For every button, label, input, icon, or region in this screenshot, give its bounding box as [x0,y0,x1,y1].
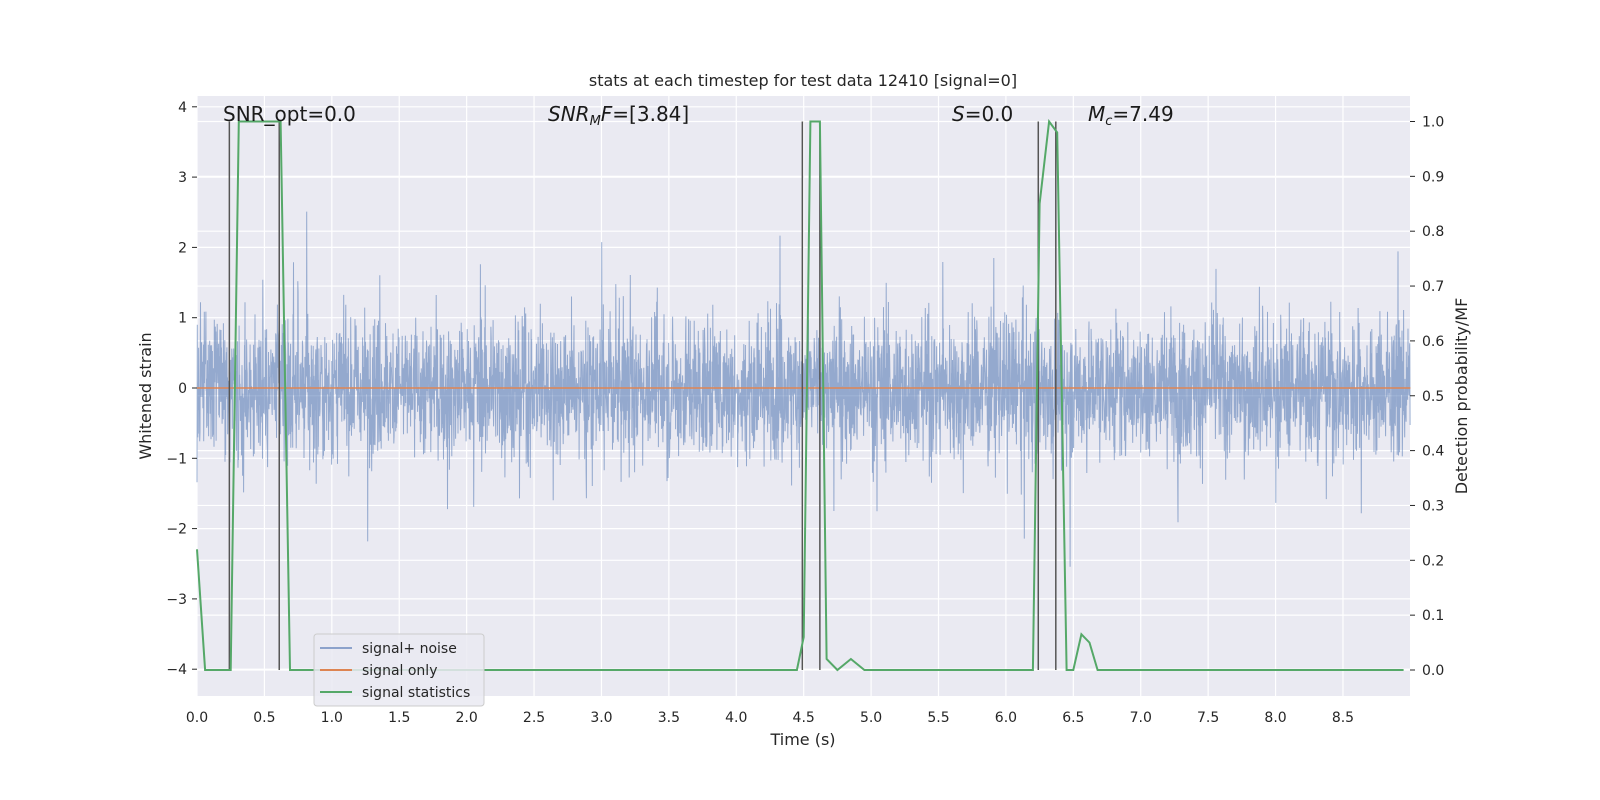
y-left-tick-label: 4 [178,100,187,116]
y-axis-label-right: Detection probability/MF [1452,298,1471,495]
y-left-tick-label: 2 [178,240,187,256]
x-tick-label: 2.5 [523,710,545,726]
y-left-tick-label: −1 [166,451,187,467]
legend-box [313,633,485,707]
annotation-group: SNR_opt=0.0 SNRMF=[3.84] S=0.0 Mc=7.49 [223,102,1174,129]
x-tick-label: 1.0 [321,710,343,726]
annotation-s: S=0.0 [952,102,1013,126]
x-tick-label: 4.0 [725,710,747,726]
x-tick-label: 3.0 [590,710,612,726]
y-left-axis-ticks: −4 −3 −2 −1 0 1 2 3 4 [166,100,197,678]
y-right-tick-label: 0.7 [1422,279,1444,295]
legend-label-noise: signal+ noise [362,641,457,657]
legend: signal+ noise signal only signal statist… [313,633,485,707]
annotation-snr-opt: SNR_opt=0.0 [223,102,356,126]
signal-noise-series [196,211,1411,567]
y-right-tick-label: 0.2 [1422,553,1444,569]
x-tick-label: 7.0 [1130,710,1152,726]
x-tick-label: 6.0 [995,710,1017,726]
legend-label-signal-only: signal only [362,663,437,679]
y-right-tick-label: 0.9 [1422,169,1444,185]
x-axis-label: Time (s) [769,730,835,749]
chart-title: stats at each timestep for test data 124… [589,71,1017,90]
x-tick-label: 5.0 [860,710,882,726]
y-right-axis-ticks: 0.0 0.1 0.2 0.3 0.4 0.5 0.6 0.7 0.8 0.9 1.0 [1410,115,1444,679]
y-left-tick-label: 1 [178,311,187,327]
x-tick-label: 4.5 [793,710,815,726]
x-tick-label: 0.0 [186,710,208,726]
x-tick-label: 8.5 [1332,710,1354,726]
x-tick-label: 3.5 [658,710,680,726]
y-right-tick-label: 0.1 [1422,608,1444,624]
x-tick-label: 7.5 [1197,710,1219,726]
y-left-tick-label: 3 [178,170,187,186]
signal-statistics-series [196,118,1404,672]
y-left-tick-label: −2 [166,522,187,538]
y-right-tick-label: 0.3 [1422,498,1444,514]
y-right-tick-label: 0.4 [1422,444,1444,460]
noise-line [196,211,1411,567]
annotation-mc: Mc=7.49 [1088,102,1174,129]
y-right-tick-label: 1.0 [1422,115,1444,131]
y-left-tick-label: −4 [166,662,187,678]
y-left-tick-label: 0 [178,381,187,397]
legend-label-statistics: signal statistics [362,685,470,701]
x-tick-label: 8.0 [1264,710,1286,726]
x-tick-label: 1.5 [388,710,410,726]
y-right-tick-label: 0.8 [1422,224,1444,240]
y-right-tick-label: 0.5 [1422,389,1444,405]
x-tick-label: 6.5 [1062,710,1084,726]
x-tick-label: 0.5 [253,710,275,726]
statistics-line [196,118,1404,672]
annotation-snr-mf: SNRMF=[3.84] [548,102,689,129]
x-tick-label: 5.5 [927,710,949,726]
vertical-markers [228,121,1057,670]
x-tick-label: 2.0 [456,710,478,726]
x-axis-ticks: 0.0 0.5 1.0 1.5 2.0 2.5 3.0 3.5 4.0 4.5 5.0 5.5 6.0 6… [186,710,1354,726]
y-axis-label-left: Whitened strain [136,332,155,459]
y-right-tick-label: 0.0 [1422,663,1444,679]
y-left-tick-label: −3 [166,592,187,608]
y-right-tick-label: 0.6 [1422,334,1444,350]
